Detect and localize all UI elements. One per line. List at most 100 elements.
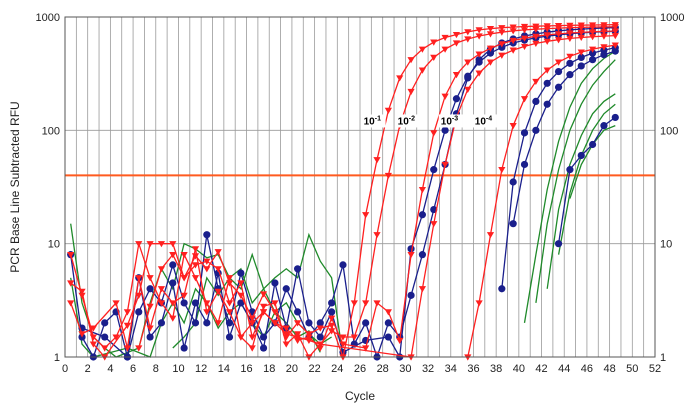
data-point-triangle: [486, 59, 495, 66]
dilution-label: 10-4: [475, 115, 492, 127]
data-point-circle: [384, 319, 392, 327]
data-point-circle: [362, 319, 370, 327]
data-point-triangle: [248, 334, 256, 341]
y-tick-label-left: 1000: [36, 12, 60, 24]
series-green-16: [546, 93, 616, 289]
data-point-triangle: [123, 322, 132, 330]
data-point-circle: [532, 97, 540, 106]
data-point-triangle: [509, 123, 517, 130]
data-point-triangle: [248, 345, 256, 352]
y-axis-title: PCR Base Line Subtracted RFU: [8, 101, 22, 272]
series-group: [67, 22, 619, 361]
data-point-triangle: [259, 303, 268, 310]
data-point-triangle: [543, 38, 551, 45]
data-point-circle: [157, 319, 166, 327]
data-point-circle: [554, 240, 563, 248]
data-point-circle: [135, 308, 143, 316]
data-point-circle: [169, 279, 177, 287]
data-point-triangle: [509, 47, 517, 54]
data-point-triangle: [475, 70, 483, 77]
data-point-triangle: [293, 334, 302, 341]
data-point-triangle: [316, 325, 324, 332]
data-point-triangle: [157, 266, 166, 273]
data-point-triangle: [566, 35, 574, 42]
data-point-circle: [328, 299, 336, 307]
data-point-circle: [237, 299, 245, 307]
x-tick-label: 22: [308, 363, 320, 375]
data-point-triangle: [248, 315, 256, 322]
data-point-triangle: [293, 320, 302, 327]
data-point-triangle: [441, 161, 449, 169]
annotation-background: [361, 114, 386, 128]
plot-frame: [64, 16, 656, 358]
data-point-triangle: [259, 309, 268, 316]
y-tick-label-right: 1000: [660, 12, 684, 24]
data-point-triangle: [475, 51, 483, 58]
data-point-circle: [180, 344, 188, 352]
x-tick-label: 28: [377, 363, 389, 375]
series-red-5: [464, 42, 619, 361]
data-point-triangle: [282, 331, 290, 338]
data-point-triangle: [169, 315, 177, 322]
data-point-triangle: [191, 275, 200, 282]
data-point-triangle: [362, 345, 370, 352]
data-point-triangle: [520, 96, 529, 103]
data-point-triangle: [600, 44, 608, 51]
data-point-triangle: [566, 25, 574, 32]
data-point-triangle: [384, 309, 392, 316]
x-axis-title: Cycle: [345, 389, 375, 403]
x-tick-label: 48: [603, 363, 615, 375]
annotation-background: [395, 114, 420, 128]
data-point-triangle: [464, 29, 472, 36]
dilution-label: 10-1: [364, 115, 381, 127]
data-point-triangle: [498, 29, 506, 36]
data-point-circle: [600, 51, 608, 59]
data-point-triangle: [214, 249, 222, 256]
data-point-triangle: [282, 325, 290, 332]
data-point-triangle: [611, 28, 619, 35]
data-point-circle: [328, 308, 336, 316]
data-point-triangle: [509, 37, 517, 45]
data-point-triangle: [225, 280, 234, 287]
series-line: [523, 50, 616, 324]
data-point-triangle: [237, 280, 245, 287]
data-point-triangle: [532, 40, 540, 47]
data-point-circle: [464, 72, 472, 80]
data-point-circle: [520, 129, 529, 137]
data-point-triangle: [373, 157, 381, 164]
data-point-triangle: [532, 26, 540, 33]
x-tick-label: 4: [107, 363, 113, 375]
series-green-12: [70, 277, 332, 358]
data-point-triangle: [271, 320, 279, 327]
data-point-circle: [532, 126, 540, 134]
data-point-triangle: [588, 34, 597, 41]
data-point-circle: [588, 49, 597, 57]
data-point-triangle: [600, 24, 608, 31]
dilution-base: 10: [398, 116, 410, 127]
data-point-triangle: [373, 300, 381, 307]
x-tick-label: 10: [172, 363, 184, 375]
data-point-triangle: [112, 334, 120, 341]
data-point-triangle: [486, 26, 495, 33]
data-point-circle: [191, 299, 200, 307]
data-point-triangle: [362, 212, 370, 219]
x-tick-label: 32: [422, 363, 434, 375]
plot-border: [64, 16, 656, 358]
data-point-triangle: [486, 31, 495, 38]
y-tick-label-left: 1: [54, 352, 60, 364]
data-point-circle: [180, 299, 188, 307]
data-point-triangle: [452, 72, 461, 79]
data-point-triangle: [316, 341, 324, 348]
data-point-triangle: [350, 300, 358, 307]
data-point-triangle: [225, 275, 234, 282]
x-tick-label: 42: [535, 363, 547, 375]
x-tick-label: 12: [195, 363, 207, 375]
data-point-circle: [339, 261, 347, 269]
data-point-circle: [259, 344, 268, 352]
data-point-triangle: [475, 33, 483, 40]
x-tick-label: 40: [513, 363, 525, 375]
data-point-triangle: [214, 266, 222, 273]
data-point-triangle: [566, 53, 574, 60]
data-point-triangle: [157, 300, 166, 307]
data-point-circle: [407, 291, 415, 299]
